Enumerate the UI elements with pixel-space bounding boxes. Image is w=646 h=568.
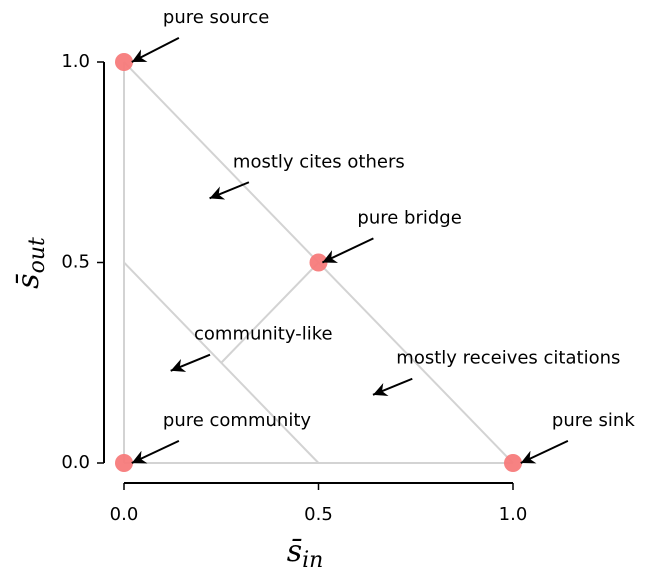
annotation-text: mostly cites others [233,151,405,172]
y-label-sub: out [25,237,50,273]
annotation-text: pure bridge [357,207,461,228]
guide-line [220,261,320,364]
x-tick-label: 0.5 [304,504,333,525]
x-label-base: s̄ [287,534,302,568]
x-axis-label: s̄in [287,534,324,568]
y-axis-label: s̄out [11,237,50,289]
annotation-arrow [131,439,180,464]
y-tick-label: 1.0 [61,51,90,72]
annotation-arrow [520,439,569,464]
annotation-text: community-like [194,324,333,345]
annotation-arrow [372,377,413,397]
point [309,253,328,272]
annotation-text: pure community [163,410,311,431]
y-tick-label: 0.0 [61,452,90,473]
point [115,454,133,472]
annotation-arrow [131,36,180,63]
point [504,454,522,472]
y-label-base: s̄ [11,273,46,288]
point [115,53,133,71]
y-tick-label: 0.5 [61,252,90,273]
annotation-text: pure sink [552,410,635,431]
annotation-text: pure source [163,7,269,28]
x-tick-label: 1.0 [499,504,528,525]
x-label-sub: in [302,548,323,568]
x-tick-label: 0.0 [110,504,139,525]
annotation-arrow [170,353,211,372]
annotation-arrow [209,181,250,200]
annotation-text: mostly receives citations [396,348,620,369]
annotation-arrow [321,237,374,264]
